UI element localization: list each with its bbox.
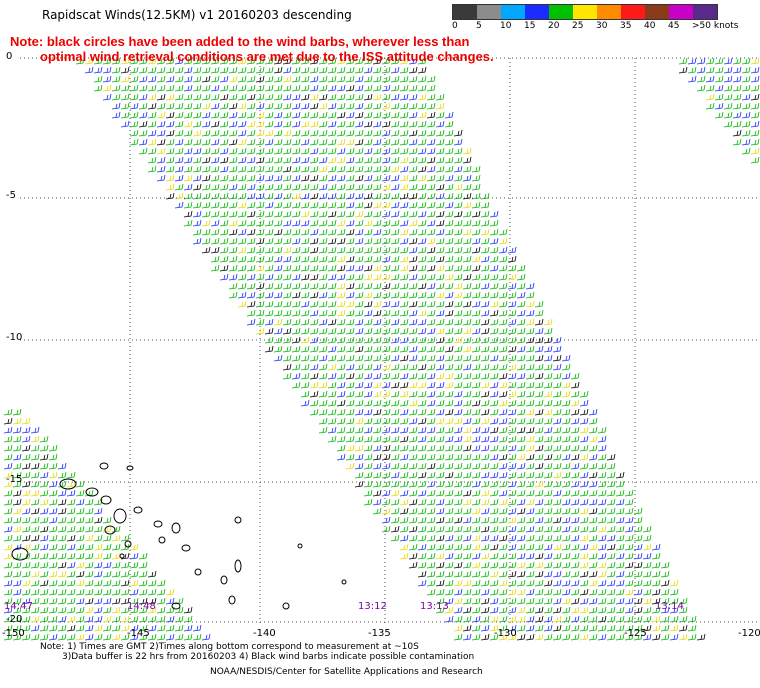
island-outline xyxy=(341,579,347,585)
lat-label-minus15: -15 xyxy=(6,474,23,485)
wind-barb-group xyxy=(705,57,760,155)
island-outline xyxy=(126,465,134,471)
legend-swatch-4 xyxy=(549,5,573,19)
legend-swatch-3 xyxy=(525,5,549,19)
legend-label-2: 10 xyxy=(500,21,512,31)
lat-label-minus20: -20 xyxy=(6,614,23,625)
island-outline xyxy=(234,516,242,524)
island-outline xyxy=(119,553,125,559)
island-outline xyxy=(99,462,109,470)
island-outline xyxy=(297,543,303,549)
wind-barb-group xyxy=(84,57,679,641)
lon-label-minus150: -150 xyxy=(2,628,25,639)
legend-swatch-8 xyxy=(645,5,669,19)
legend-label-6: 30 xyxy=(596,21,608,31)
island-outline xyxy=(104,525,116,535)
lat-label-minus5: -5 xyxy=(6,190,16,201)
contamination-note-line2: optimal wind retrieval conditions are me… xyxy=(40,49,494,64)
lon-label-minus140: -140 xyxy=(253,628,276,639)
island-outline xyxy=(100,495,112,505)
lon-label-minus145: -145 xyxy=(127,628,150,639)
legend-swatch-0 xyxy=(453,5,477,19)
legend-swatch-7 xyxy=(621,5,645,19)
pass-time-5: 13:14 xyxy=(655,601,684,612)
wind-barb-group xyxy=(3,426,211,641)
wind-barb-group xyxy=(678,57,760,164)
island-outline xyxy=(158,536,166,544)
footer-notes-line1: Note: 1) Times are GMT 2)Times along bot… xyxy=(40,642,419,652)
island-outline xyxy=(282,602,290,610)
main-swath xyxy=(75,57,706,641)
left-swath xyxy=(3,408,211,641)
island-outline xyxy=(194,568,202,576)
legend-label-10: >50 knots xyxy=(692,21,739,31)
lat-label-minus10: -10 xyxy=(6,332,23,343)
wind-barb-group xyxy=(75,57,697,641)
lon-label-minus125: -125 xyxy=(624,628,647,639)
legend-swatch-2 xyxy=(501,5,525,19)
island-outline xyxy=(228,595,236,605)
island-outlines xyxy=(11,462,347,610)
legend-swatch-6 xyxy=(597,5,621,19)
wind-barb-group xyxy=(84,57,688,641)
lon-label-minus135: -135 xyxy=(368,628,391,639)
wind-barb-group xyxy=(678,66,760,137)
pass-time-2: 14:48 xyxy=(127,601,156,612)
island-outline xyxy=(133,506,143,514)
wind-speed-legend: 0 5 10 15 20 25 30 35 40 45 >50 knots xyxy=(452,4,752,38)
top-right-swath xyxy=(678,57,760,164)
pass-time-4: 13:13 xyxy=(420,601,449,612)
legend-color-bar xyxy=(452,4,718,20)
wind-barb-group xyxy=(3,417,175,641)
lon-label-minus130: -130 xyxy=(494,628,517,639)
legend-swatch-5 xyxy=(573,5,597,19)
island-outline xyxy=(171,522,181,534)
pass-time-1: 14:47 xyxy=(4,601,33,612)
footer-credit: NOAA/NESDIS/Center for Satellite Applica… xyxy=(210,667,483,677)
island-outline xyxy=(181,544,191,552)
legend-label-9: 45 xyxy=(668,21,680,31)
contamination-note-line1: Note: black circles have been added to t… xyxy=(10,34,470,49)
pass-time-3: 13:12 xyxy=(358,601,387,612)
legend-swatch-9 xyxy=(669,5,693,19)
lat-label-0: 0 xyxy=(6,51,13,62)
island-outline xyxy=(59,478,77,490)
legend-label-4: 20 xyxy=(548,21,560,31)
island-outline xyxy=(234,559,242,573)
island-outline xyxy=(85,487,99,497)
island-outline xyxy=(171,602,181,610)
wind-barb-swaths xyxy=(3,57,760,641)
legend-label-1: 5 xyxy=(476,21,482,31)
footer-notes-line2: 3)Data buffer is 22 hrs from 20160203 4)… xyxy=(62,652,475,662)
wind-barb-group xyxy=(3,408,202,641)
island-outline xyxy=(113,508,127,524)
map-title: Rapidscat Winds(12.5KM) v1 20160203 desc… xyxy=(42,8,352,22)
legend-label-3: 15 xyxy=(524,21,536,31)
legend-swatch-10 xyxy=(693,5,717,19)
island-outline xyxy=(153,520,163,528)
wind-barb-group xyxy=(3,417,193,632)
legend-label-5: 25 xyxy=(572,21,584,31)
island-outline xyxy=(124,540,132,548)
island-outline xyxy=(11,547,29,561)
legend-label-8: 40 xyxy=(644,21,656,31)
legend-label-7: 35 xyxy=(620,21,632,31)
legend-swatch-1 xyxy=(477,5,501,19)
lon-label-minus120: -120 xyxy=(738,628,760,639)
wind-barb-group xyxy=(120,57,706,641)
wind-barb-group xyxy=(687,57,760,146)
legend-label-0: 0 xyxy=(452,21,458,31)
island-outline xyxy=(220,575,228,585)
